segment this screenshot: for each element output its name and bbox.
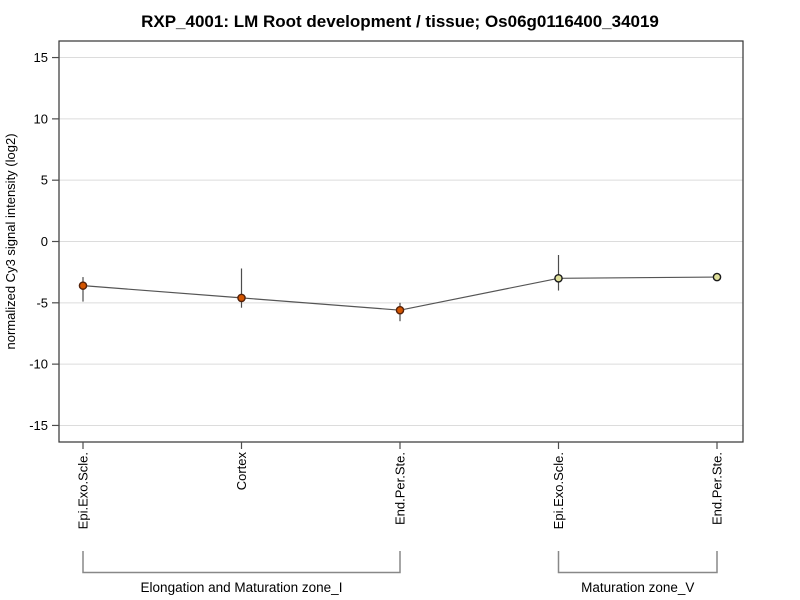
group-label: Elongation and Maturation zone_I bbox=[141, 580, 343, 595]
y-tick-label: -15 bbox=[29, 418, 48, 433]
data-point bbox=[237, 293, 246, 303]
y-tick-label: 0 bbox=[41, 234, 48, 249]
data-point bbox=[78, 281, 88, 290]
group-bracket-layer: Elongation and Maturation zone_I Maturati… bbox=[82, 551, 718, 595]
group-bracket bbox=[557, 551, 718, 574]
x-tick-label: Epi.Exo.Scle. bbox=[551, 452, 566, 529]
chart-title: RXP_4001: LM Root development / tissue; … bbox=[141, 12, 659, 31]
y-tick-label: -5 bbox=[36, 295, 48, 310]
x-tick-label: End.Per.Ste. bbox=[710, 452, 725, 525]
x-tick-label: Epi.Exo.Scle. bbox=[76, 452, 91, 529]
y-tick-label: 5 bbox=[41, 173, 48, 188]
x-tick-label: Cortex bbox=[234, 452, 249, 491]
y-axis-title: normalized Cy3 signal intensity (log2) bbox=[3, 133, 18, 349]
group-label: Maturation zone_V bbox=[581, 580, 694, 595]
data-point bbox=[395, 305, 405, 315]
y-tick-label: 15 bbox=[34, 50, 48, 65]
grid-layer bbox=[59, 57, 743, 426]
axis-layer: 15 10 5 0 -5 -10 -15 Epi.Exo.Scle. Cortex End.Per… bbox=[29, 40, 744, 529]
x-tick-label: End.Per.Ste. bbox=[393, 452, 408, 525]
group-bracket bbox=[82, 551, 401, 574]
y-tick-label: -10 bbox=[29, 357, 48, 372]
y-tick-label: 10 bbox=[34, 111, 48, 126]
data-point bbox=[554, 273, 563, 283]
data-point bbox=[712, 272, 722, 282]
data-layer bbox=[78, 254, 722, 322]
